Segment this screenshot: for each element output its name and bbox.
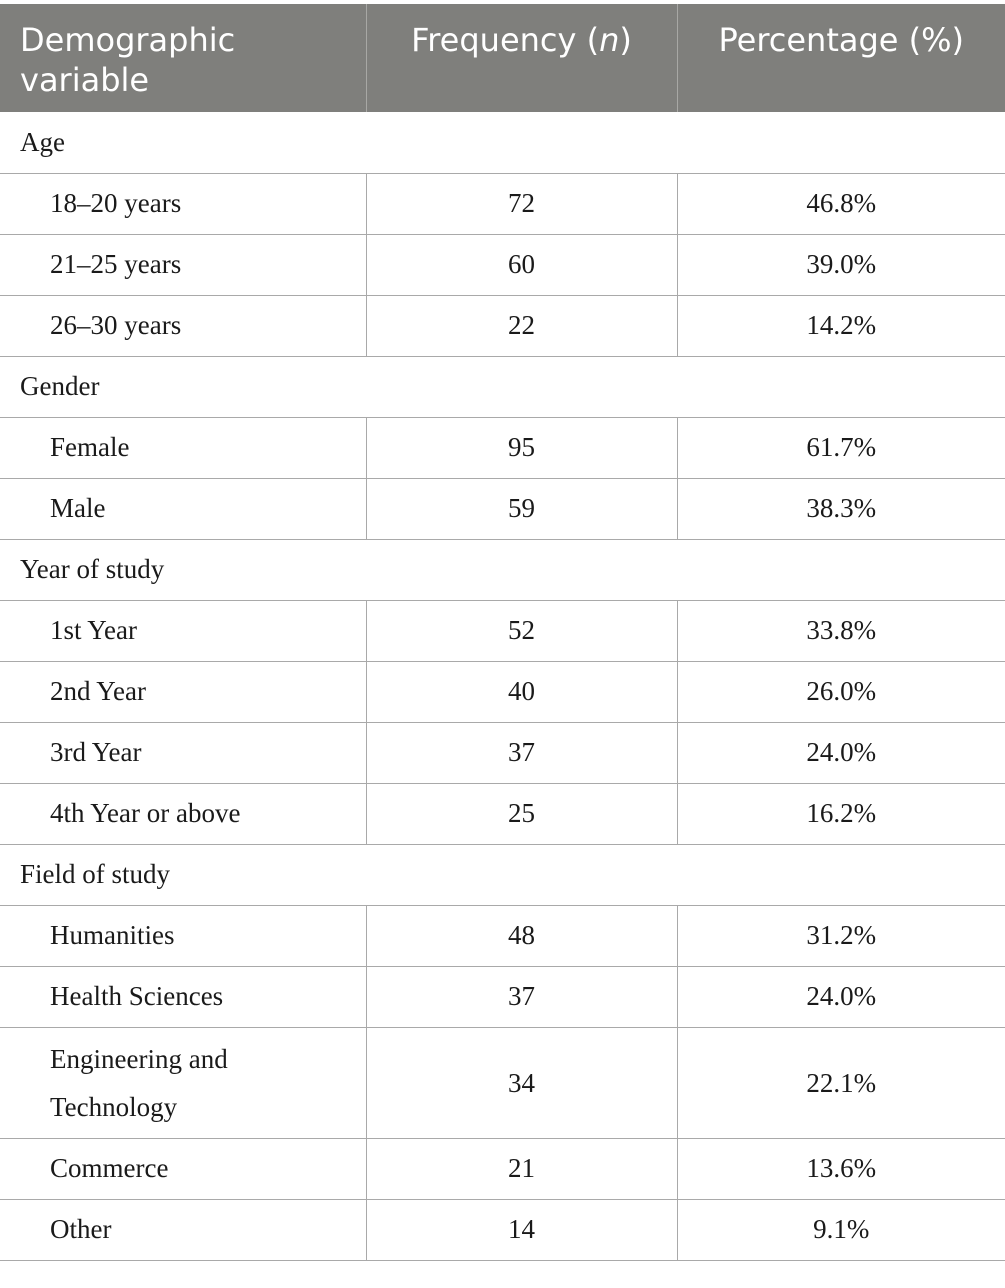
table-row: 18–20 years 72 46.8% <box>0 172 1005 235</box>
table-row: Engineering and Technology 34 22.1% <box>0 1026 1005 1139</box>
group-label: Field of study <box>0 843 1005 906</box>
row-label: 2nd Year <box>0 660 367 723</box>
row-percentage: 13.6% <box>676 1137 1005 1200</box>
group-row-year-of-study: Year of study <box>0 538 1005 601</box>
row-frequency: 14 <box>365 1198 678 1261</box>
table-row: Health Sciences 37 24.0% <box>0 965 1005 1028</box>
row-label: 1st Year <box>0 599 367 662</box>
row-percentage: 22.1% <box>676 1026 1005 1139</box>
group-row-age: Age <box>0 112 1005 174</box>
table-row: 21–25 years 60 39.0% <box>0 233 1005 296</box>
row-frequency: 48 <box>365 904 678 967</box>
row-percentage: 31.2% <box>676 904 1005 967</box>
row-percentage: 38.3% <box>676 477 1005 540</box>
row-percentage: 39.0% <box>676 233 1005 296</box>
row-frequency: 34 <box>365 1026 678 1139</box>
table-row: 26–30 years 22 14.2% <box>0 294 1005 357</box>
group-label: Year of study <box>0 538 1005 601</box>
row-label: 21–25 years <box>0 233 367 296</box>
row-frequency: 52 <box>365 599 678 662</box>
row-percentage: 14.2% <box>676 294 1005 357</box>
header-percentage: Percentage (%) <box>676 4 1005 112</box>
row-percentage: 61.7% <box>676 416 1005 479</box>
row-label: Male <box>0 477 367 540</box>
row-percentage: 26.0% <box>676 660 1005 723</box>
group-row-field-of-study: Field of study <box>0 843 1005 906</box>
header-frequency-suffix: ) <box>619 21 632 59</box>
header-row: Demographic variable Frequency (n) Perce… <box>0 4 1005 112</box>
row-percentage: 16.2% <box>676 782 1005 845</box>
table-row: 3rd Year 37 24.0% <box>0 721 1005 784</box>
row-percentage: 24.0% <box>676 965 1005 1028</box>
row-label: Commerce <box>0 1137 367 1200</box>
row-percentage: 9.1% <box>676 1198 1005 1261</box>
row-frequency: 21 <box>365 1137 678 1200</box>
demographics-table: Demographic variable Frequency (n) Perce… <box>0 4 1005 1261</box>
header-frequency-variable: n <box>599 21 620 59</box>
group-label: Age <box>0 112 1005 174</box>
header-demographic-variable: Demographic variable <box>0 4 366 112</box>
table-row: Humanities 48 31.2% <box>0 904 1005 967</box>
group-label: Gender <box>0 355 1005 418</box>
row-label: Engineering and Technology <box>0 1026 367 1139</box>
row-percentage: 33.8% <box>676 599 1005 662</box>
row-frequency: 37 <box>365 721 678 784</box>
table-row: Female 95 61.7% <box>0 416 1005 479</box>
row-label: 3rd Year <box>0 721 367 784</box>
table-row: Other 14 9.1% <box>0 1198 1005 1261</box>
table-row: 1st Year 52 33.8% <box>0 599 1005 662</box>
row-label: Humanities <box>0 904 367 967</box>
row-percentage: 46.8% <box>676 172 1005 235</box>
table-row: 4th Year or above 25 16.2% <box>0 782 1005 845</box>
table-row: Commerce 21 13.6% <box>0 1137 1005 1200</box>
row-frequency: 59 <box>365 477 678 540</box>
header-frequency: Frequency (n) <box>365 4 677 112</box>
row-frequency: 37 <box>365 965 678 1028</box>
row-frequency: 25 <box>365 782 678 845</box>
table-row: Male 59 38.3% <box>0 477 1005 540</box>
row-frequency: 95 <box>365 416 678 479</box>
row-label: Health Sciences <box>0 965 367 1028</box>
row-label: Other <box>0 1198 367 1261</box>
row-percentage: 24.0% <box>676 721 1005 784</box>
row-frequency: 72 <box>365 172 678 235</box>
row-label: 4th Year or above <box>0 782 367 845</box>
row-label: Female <box>0 416 367 479</box>
table-row: 2nd Year 40 26.0% <box>0 660 1005 723</box>
row-frequency: 60 <box>365 233 678 296</box>
header-frequency-prefix: Frequency ( <box>411 21 600 59</box>
row-frequency: 22 <box>365 294 678 357</box>
row-label: 18–20 years <box>0 172 367 235</box>
row-frequency: 40 <box>365 660 678 723</box>
row-label: 26–30 years <box>0 294 367 357</box>
group-row-gender: Gender <box>0 355 1005 418</box>
